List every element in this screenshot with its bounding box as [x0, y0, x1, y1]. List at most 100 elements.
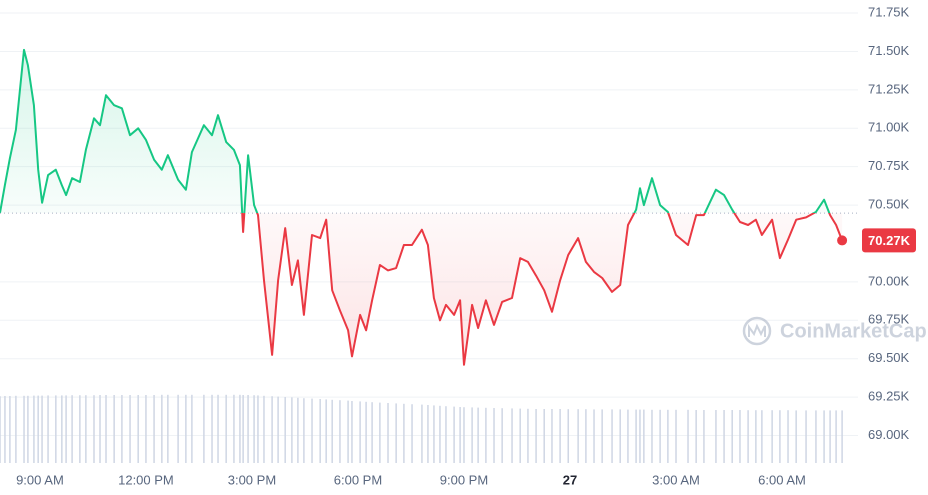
volume-bar	[453, 406, 455, 463]
watermark-text: CoinMarketCap	[780, 320, 927, 342]
volume-bar	[411, 404, 413, 463]
volume-bar	[347, 400, 349, 463]
volume-bar	[303, 398, 305, 463]
volume-bar	[835, 410, 837, 463]
volume-bar	[841, 410, 843, 463]
volume-bar	[771, 410, 773, 463]
volume-bar	[325, 399, 327, 463]
volume-bar	[493, 408, 495, 463]
volume-bar	[37, 395, 39, 463]
x-tick-label: 12:00 PM	[118, 472, 174, 487]
volume-bar	[723, 410, 725, 463]
volume-bar	[535, 409, 537, 463]
axes: 71.75K 71.50K 71.25K 71.00K 70.75K 70.50K 70.0…	[16, 4, 916, 487]
volume-bar	[145, 395, 147, 463]
volume-bar	[643, 409, 645, 463]
volume-bar	[291, 397, 293, 463]
volume-bar	[739, 410, 741, 463]
volume-bar	[543, 409, 545, 463]
volume-bar	[319, 399, 321, 463]
volume-bar	[161, 394, 163, 463]
volume-bar	[829, 410, 831, 463]
volume-bar	[551, 409, 553, 463]
y-tick-label: 70.75K	[868, 158, 910, 173]
x-tick-label: 6:00 PM	[334, 472, 382, 487]
x-tick-label: 9:00 AM	[16, 472, 64, 487]
y-tick-label: 69.00K	[868, 427, 910, 442]
volume-bar	[805, 410, 807, 463]
volume-bar	[61, 395, 63, 463]
volume-bar	[445, 406, 447, 463]
volume-bar	[129, 395, 131, 463]
volume-bar	[211, 394, 213, 463]
y-tick-label: 71.50K	[868, 43, 910, 58]
volume-bar	[177, 394, 179, 463]
volume-bar	[387, 403, 389, 463]
volume-bar	[477, 407, 479, 463]
volume-bar	[593, 409, 595, 463]
y-tick-label: 70.00K	[868, 273, 910, 288]
volume-bar	[611, 409, 613, 463]
x-tick-label: 3:00 AM	[652, 472, 700, 487]
price-line	[0, 48, 844, 366]
volume-bar	[823, 410, 825, 463]
volume-bars	[0, 394, 843, 463]
x-tick-label: 3:00 PM	[228, 472, 276, 487]
volume-bar	[675, 409, 677, 463]
volume-bar	[233, 394, 235, 463]
volume-bar	[787, 410, 789, 463]
volume-bar	[747, 410, 749, 463]
volume-bar	[93, 395, 95, 463]
volume-bar	[501, 408, 503, 463]
volume-bar	[627, 409, 629, 463]
current-price-label: 70.27K	[868, 233, 911, 248]
volume-bar	[715, 410, 717, 463]
volume-bar	[33, 395, 35, 463]
volume-bar	[27, 395, 29, 463]
volume-bar	[185, 394, 187, 463]
volume-bar	[339, 400, 341, 463]
volume-bar	[463, 407, 465, 463]
x-tick-label: 9:00 PM	[440, 472, 488, 487]
volume-bar	[242, 395, 244, 463]
volume-bar	[284, 397, 286, 463]
watermark: CoinMarketCap	[742, 316, 927, 346]
x-tick-label: 27	[563, 472, 577, 487]
volume-bar	[253, 395, 255, 463]
volume-bar	[153, 395, 155, 463]
y-tick-label: 71.75K	[868, 4, 910, 19]
volume-bar	[105, 395, 107, 463]
current-price-badge	[862, 228, 916, 253]
volume-bar	[695, 410, 697, 463]
volume-bar	[79, 395, 81, 463]
volume-bar	[659, 409, 661, 463]
volume-bar	[55, 395, 57, 463]
volume-bar	[359, 401, 361, 463]
volume-bar	[439, 405, 441, 463]
volume-bar	[41, 395, 43, 463]
volume-bar	[311, 398, 313, 463]
volume-bar	[379, 402, 381, 463]
volume-bar	[731, 410, 733, 463]
volume-bar	[619, 409, 621, 463]
volume-bar	[0, 396, 1, 463]
volume-bar	[247, 395, 249, 463]
volume-bar	[779, 410, 781, 463]
volume-bar	[687, 409, 689, 463]
y-tick-label: 69.25K	[868, 389, 910, 404]
y-tick-label: 71.25K	[868, 81, 910, 96]
volume-bar	[239, 394, 241, 463]
volume-bar	[167, 394, 169, 463]
volume-bar	[559, 409, 561, 463]
volume-bar	[23, 395, 25, 463]
volume-bar	[519, 408, 521, 463]
last-point	[837, 235, 848, 246]
volume-bar	[585, 409, 587, 463]
volume-bar	[635, 409, 637, 463]
volume-bar	[271, 396, 273, 463]
watermark-logo	[742, 316, 772, 346]
volume-bar	[471, 407, 473, 463]
volume-bar	[15, 395, 17, 463]
y-tick-label: 69.75K	[868, 312, 910, 327]
